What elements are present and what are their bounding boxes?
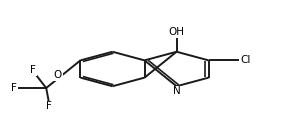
Text: OH: OH <box>168 27 185 37</box>
Text: O: O <box>54 70 62 80</box>
Text: F: F <box>46 101 52 111</box>
Text: N: N <box>173 86 181 96</box>
Text: Cl: Cl <box>240 55 250 65</box>
Text: F: F <box>30 65 36 75</box>
Text: F: F <box>12 83 17 93</box>
